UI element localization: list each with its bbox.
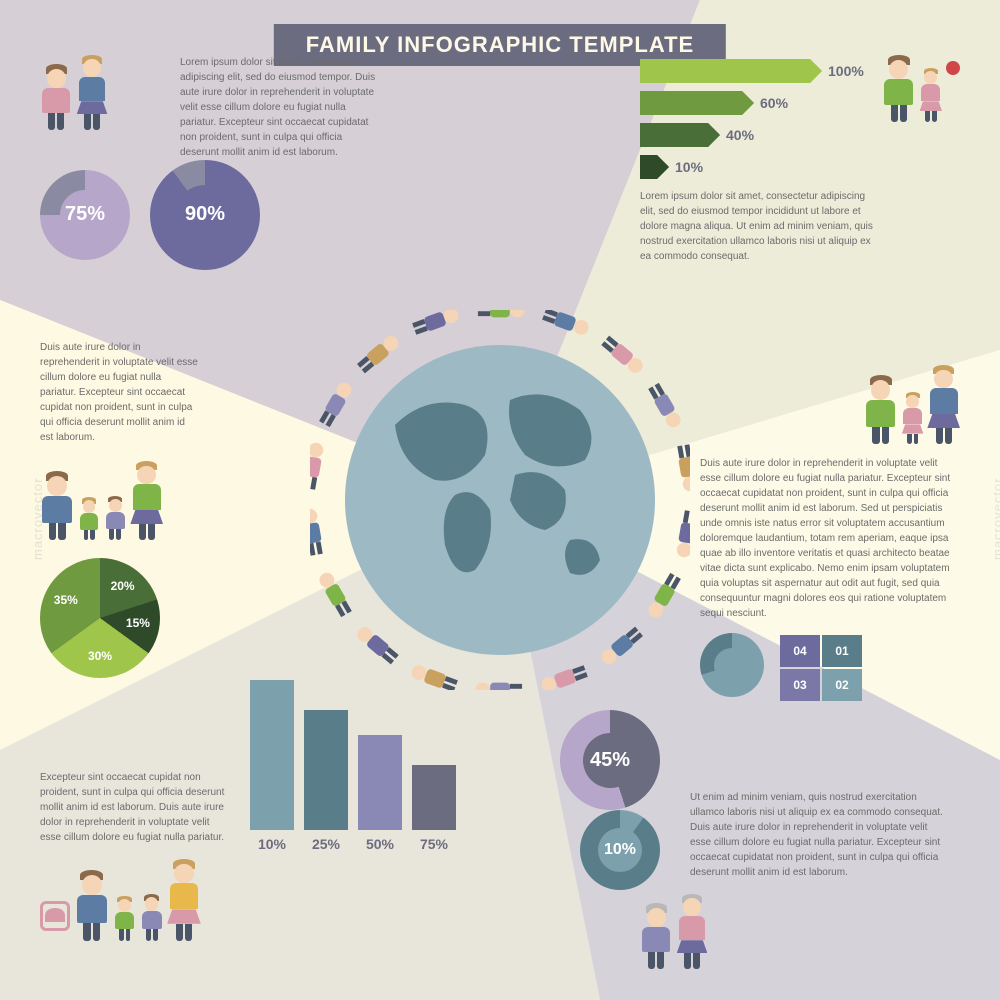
text-ml: Duis aute irure dolor in reprehenderit i… [40,340,200,445]
donut-45: 45% [560,710,660,810]
family-dad-girl [882,55,960,122]
text-br: Ut enim ad minim veniam, quis nostrud ex… [690,790,950,880]
panel-top-right: .arrow-bar[style*='#9fc64a']::after{bord… [640,55,960,264]
panel-mid-right: Duis aute irure dolor in reprehenderit i… [700,365,960,703]
vertical-bar-chart: 10%25%50%75% [250,680,466,852]
donut-90: 90% [150,160,260,270]
text-tl: Lorem ipsum dolor sit amet, consectetur … [180,55,380,160]
people-ring [310,310,690,690]
family-three [700,365,960,444]
donut-10: 10% [580,810,660,890]
text-bl: Excepteur sint occaecat cupidat non proi… [40,770,230,845]
donut-quad [700,633,764,697]
panel-top-left: Lorem ipsum dolor sit amet, consectetur … [40,55,350,270]
panel-mid-left: Duis aute irure dolor in reprehenderit i… [40,340,290,678]
family-big [40,859,440,941]
family-grandparents [640,894,960,969]
globe [345,345,655,655]
panel-bot-left: 10%25%50%75% Excepteur sint occaecat cup… [40,700,440,941]
watermark-right: macrovector [990,477,1000,560]
family-four [40,461,290,540]
text-tr: Lorem ipsum dolor sit amet, consectetur … [640,189,880,264]
pie-chart: 20%15%30%35% [40,558,160,678]
donut-75: 75% [40,170,130,260]
panel-bot-right: 45% 10% Ut enim ad minim veniam, quis no… [640,720,960,969]
watermark-left: macrovector [30,477,45,560]
text-mr: Duis aute irure dolor in reprehenderit i… [700,456,960,621]
infographic-canvas: FAMILY INFOGRAPHIC TEMPLATE [0,0,1000,1000]
